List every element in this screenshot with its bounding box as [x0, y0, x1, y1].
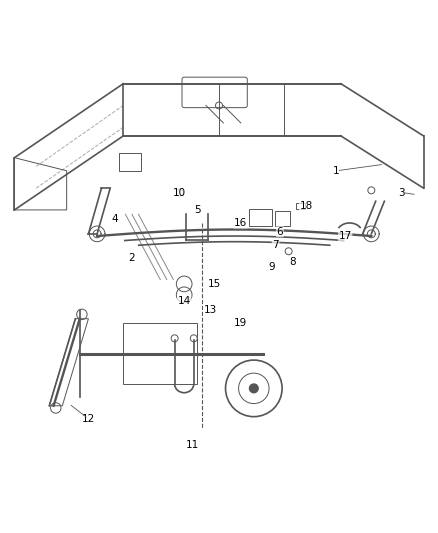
Text: 13: 13 — [204, 305, 217, 315]
Text: 19: 19 — [234, 318, 247, 328]
Text: 9: 9 — [268, 262, 275, 271]
Text: 8: 8 — [290, 257, 296, 267]
Text: 11: 11 — [186, 440, 200, 450]
Circle shape — [171, 335, 178, 342]
Circle shape — [285, 248, 292, 255]
Text: 10: 10 — [173, 188, 187, 198]
Text: 16: 16 — [234, 218, 247, 228]
Text: 6: 6 — [277, 227, 283, 237]
Text: 4: 4 — [111, 214, 118, 224]
Text: 12: 12 — [82, 414, 95, 424]
Text: 7: 7 — [272, 240, 279, 250]
Circle shape — [215, 102, 223, 109]
Text: 15: 15 — [208, 279, 221, 289]
Text: 1: 1 — [333, 166, 340, 176]
Text: 14: 14 — [177, 296, 191, 306]
Circle shape — [177, 189, 184, 196]
Text: 2: 2 — [129, 253, 135, 263]
Text: 17: 17 — [339, 231, 352, 241]
Text: 3: 3 — [399, 188, 405, 198]
Circle shape — [250, 384, 258, 393]
Circle shape — [190, 335, 197, 342]
Text: 18: 18 — [300, 200, 313, 211]
Text: 5: 5 — [194, 205, 201, 215]
Circle shape — [368, 187, 375, 194]
